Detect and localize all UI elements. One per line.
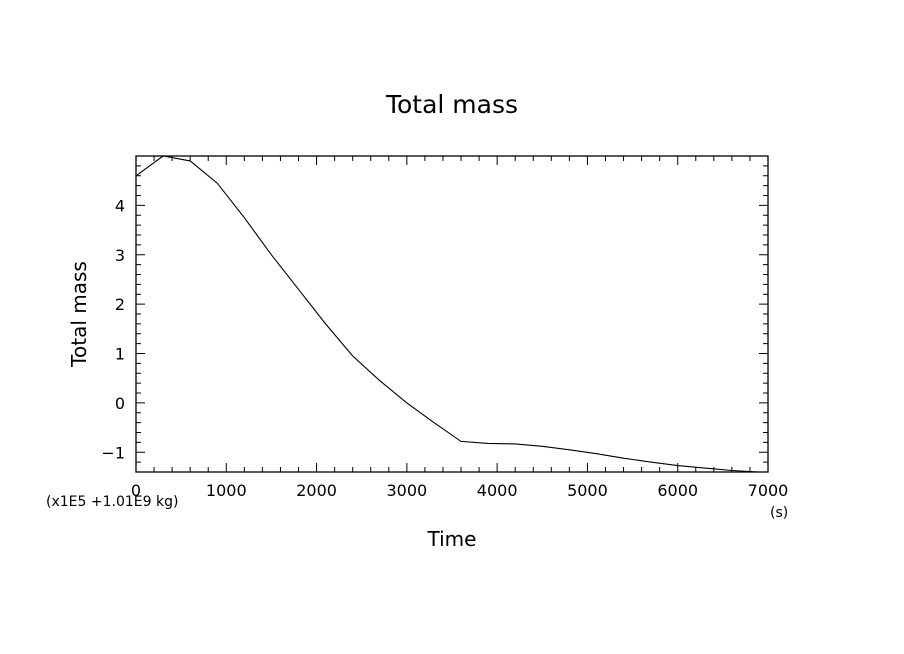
x-tick-label: 6000 xyxy=(657,481,698,500)
y-axis-scale-note: (x1E5 +1.01E9 kg) xyxy=(46,494,178,510)
x-axis-ticks xyxy=(135,156,769,472)
x-axis-unit: (s) xyxy=(770,505,788,521)
y-tick-label: −1 xyxy=(101,443,125,462)
x-tick-label: 2000 xyxy=(296,481,337,500)
chart-title: Total mass xyxy=(385,90,518,119)
x-tick-label: 3000 xyxy=(386,481,427,500)
y-tick-label: 4 xyxy=(115,196,125,215)
x-axis-tick-labels: 0 1000 2000 3000 4000 5000 6000 7000 xyxy=(131,481,788,500)
x-tick-label: 0 xyxy=(131,481,141,500)
plot-frame xyxy=(135,155,769,473)
y-tick-label: 1 xyxy=(115,345,125,364)
x-axis-label: Time xyxy=(427,527,477,551)
x-tick-label: 4000 xyxy=(477,481,518,500)
series-line xyxy=(135,155,768,473)
y-axis-label: Total mass xyxy=(67,261,91,368)
y-axis-ticks xyxy=(136,165,768,463)
y-axis-tick-labels: −1 0 1 2 3 4 xyxy=(101,196,125,462)
y-tick-label: 0 xyxy=(115,394,125,413)
x-tick-label: 5000 xyxy=(567,481,608,500)
y-tick-label: 3 xyxy=(115,246,125,265)
y-tick-label: 2 xyxy=(115,295,125,314)
x-tick-label: 7000 xyxy=(748,481,789,500)
x-tick-label: 1000 xyxy=(206,481,247,500)
